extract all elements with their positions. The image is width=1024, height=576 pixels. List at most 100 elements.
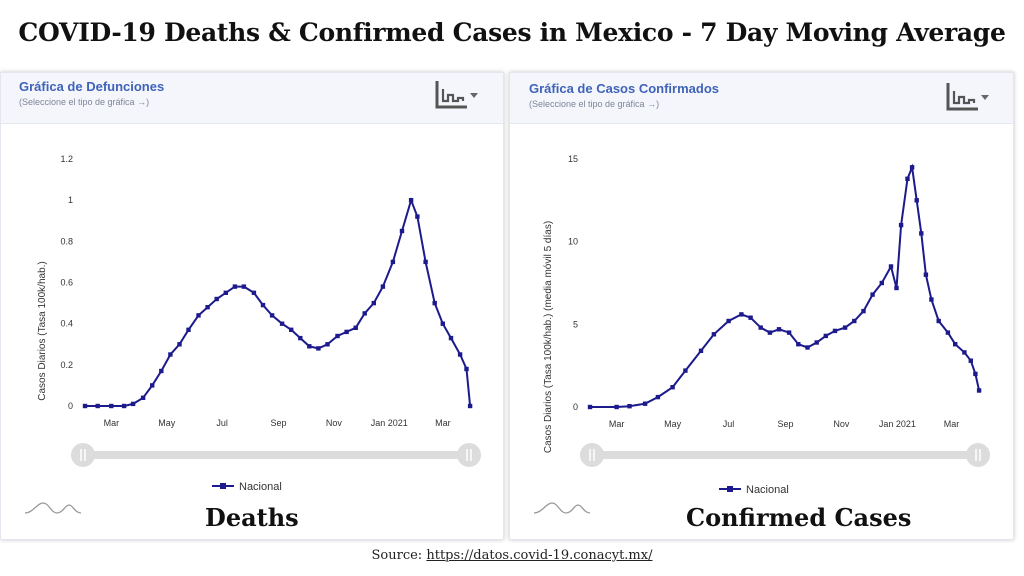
data-point[interactable] (879, 280, 884, 286)
data-point[interactable] (140, 395, 146, 400)
data-point[interactable] (260, 302, 266, 308)
slider-handle-right[interactable] (457, 443, 481, 467)
data-point[interactable] (929, 297, 934, 302)
data-point[interactable] (739, 312, 744, 317)
data-point[interactable] (150, 383, 155, 388)
data-point[interactable] (832, 328, 838, 334)
data-point[interactable] (448, 335, 454, 341)
data-point[interactable] (698, 348, 704, 353)
data-point[interactable] (432, 300, 437, 306)
data-point[interactable] (796, 342, 801, 347)
legend-item[interactable]: Nacional (212, 481, 282, 493)
data-point[interactable] (627, 404, 632, 409)
data-point[interactable] (962, 350, 967, 355)
data-point[interactable] (335, 333, 340, 339)
range-slider[interactable] (71, 443, 481, 467)
data-point[interactable] (767, 330, 773, 335)
data-point[interactable] (186, 327, 191, 332)
data-point[interactable] (316, 346, 321, 351)
data-point[interactable] (177, 342, 182, 347)
legend-item[interactable]: Nacional (719, 484, 789, 496)
data-point[interactable] (464, 366, 469, 372)
data-point[interactable] (852, 318, 857, 324)
data-point[interactable] (109, 403, 114, 409)
data-point[interactable] (711, 332, 717, 337)
data-point[interactable] (82, 403, 88, 409)
data-point[interactable] (380, 284, 386, 289)
data-point[interactable] (726, 318, 731, 324)
data-point[interactable] (936, 318, 941, 324)
data-point[interactable] (298, 335, 303, 341)
data-point[interactable] (776, 327, 782, 332)
slider-handle-left[interactable] (580, 443, 604, 467)
data-point[interactable] (923, 272, 929, 277)
data-point[interactable] (371, 300, 376, 306)
data-point[interactable] (159, 368, 164, 374)
data-point[interactable] (440, 321, 445, 326)
source-prefix: Source: (371, 548, 423, 563)
data-point[interactable] (415, 214, 420, 219)
data-point[interactable] (968, 358, 973, 363)
data-point[interactable] (289, 327, 294, 332)
data-point[interactable] (973, 371, 978, 377)
data-point[interactable] (870, 292, 875, 297)
data-point[interactable] (214, 296, 219, 302)
data-point[interactable] (399, 228, 405, 234)
data-point[interactable] (121, 403, 127, 409)
data-point[interactable] (909, 165, 915, 170)
data-point[interactable] (223, 290, 228, 295)
data-point[interactable] (861, 308, 866, 314)
data-point[interactable] (945, 330, 951, 335)
data-point[interactable] (457, 352, 463, 357)
data-point[interactable] (905, 176, 910, 181)
data-point[interactable] (842, 325, 848, 330)
data-point[interactable] (786, 330, 792, 335)
chart-type-button[interactable] (944, 81, 990, 113)
range-slider[interactable] (580, 443, 990, 467)
data-point[interactable] (205, 305, 210, 310)
data-point[interactable] (196, 313, 201, 318)
data-point[interactable] (748, 315, 753, 320)
data-point[interactable] (642, 401, 648, 406)
data-point[interactable] (362, 311, 367, 316)
data-point[interactable] (279, 321, 285, 326)
slider-handle-left[interactable] (71, 443, 95, 467)
data-point[interactable] (232, 284, 238, 289)
data-point[interactable] (758, 325, 763, 330)
slider-track[interactable] (580, 451, 990, 459)
data-point[interactable] (353, 325, 358, 330)
data-point[interactable] (130, 401, 136, 407)
data-point[interactable] (655, 394, 661, 400)
data-point[interactable] (888, 264, 894, 269)
data-point[interactable] (898, 222, 904, 228)
slider-handle-right[interactable] (966, 443, 990, 467)
data-point[interactable] (953, 342, 958, 347)
data-point[interactable] (344, 329, 349, 335)
source-link[interactable]: https://datos.covid-19.conacyt.mx/ (426, 548, 653, 563)
data-point[interactable] (587, 404, 593, 410)
data-point[interactable] (423, 259, 428, 265)
data-point[interactable] (269, 313, 275, 318)
data-point[interactable] (251, 290, 257, 295)
data-point[interactable] (670, 385, 675, 390)
data-point[interactable] (325, 342, 330, 347)
data-point[interactable] (683, 368, 688, 373)
data-point[interactable] (976, 388, 982, 393)
data-point[interactable] (467, 403, 473, 409)
data-point[interactable] (95, 403, 100, 409)
legend-label: Nacional (746, 484, 789, 496)
data-point[interactable] (823, 333, 828, 339)
slider-track[interactable] (71, 451, 481, 459)
data-point[interactable] (919, 231, 924, 236)
data-point[interactable] (614, 404, 619, 410)
data-point[interactable] (408, 198, 414, 203)
data-point[interactable] (914, 198, 919, 203)
data-point[interactable] (241, 284, 247, 289)
data-point[interactable] (390, 259, 396, 265)
data-point[interactable] (307, 344, 312, 349)
data-point[interactable] (805, 345, 810, 350)
chart-type-button[interactable] (433, 79, 479, 111)
data-point[interactable] (168, 352, 173, 357)
data-point[interactable] (814, 340, 819, 345)
data-point[interactable] (894, 285, 899, 291)
